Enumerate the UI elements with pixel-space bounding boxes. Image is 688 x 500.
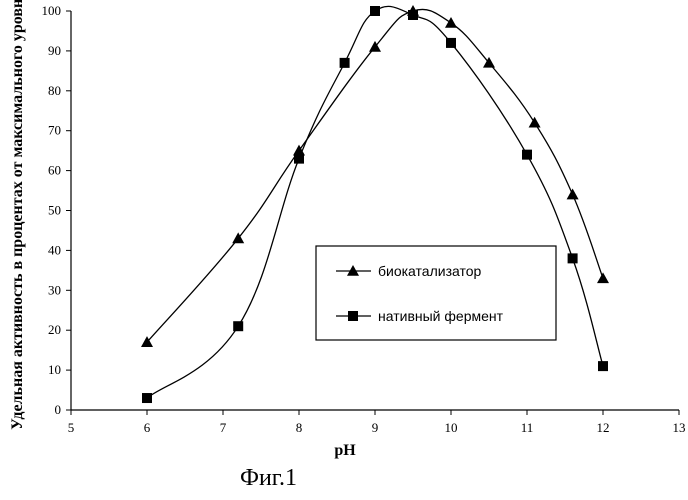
x-tick-label: 13	[673, 420, 686, 435]
x-tick-label: 5	[68, 420, 75, 435]
y-tick-label: 80	[48, 83, 61, 98]
x-axis-title: pH	[334, 442, 356, 459]
y-tick-label: 10	[48, 362, 61, 377]
x-tick-label: 10	[445, 420, 458, 435]
series-1-point	[567, 189, 579, 200]
figure-caption: Фиг.1	[240, 465, 297, 491]
series-2-point	[598, 361, 608, 371]
series-1-point	[597, 272, 609, 283]
x-tick-label: 9	[372, 420, 379, 435]
series-2-point	[568, 253, 578, 263]
y-tick-label: 0	[55, 402, 62, 417]
x-tick-label: 12	[597, 420, 610, 435]
series-2	[142, 6, 608, 403]
y-tick-label: 40	[48, 242, 61, 257]
series-2-point	[446, 38, 456, 48]
series-layer	[141, 5, 609, 403]
x-tick-label: 11	[521, 420, 534, 435]
series-2-point	[294, 154, 304, 164]
legend: биокатализатор нативный фермент	[316, 246, 556, 340]
series-2-point	[142, 393, 152, 403]
y-tick-label: 70	[48, 123, 61, 138]
axes: 5 6 7 8 9 10 11 12 13 0 10 20 30 40 50 60 70 80 90 100	[42, 3, 686, 435]
y-tick-label: 50	[48, 203, 61, 218]
series-2-point	[370, 6, 380, 16]
x-tick-label: 8	[296, 420, 303, 435]
y-axis-title: Удельная активность в процентах от макси…	[9, 0, 26, 430]
legend-entry-label: нативный фермент	[378, 308, 504, 324]
series-1-point	[445, 17, 457, 28]
y-tick-label: 60	[48, 163, 61, 178]
series-2-point	[408, 10, 418, 20]
y-tick-label: 20	[48, 322, 61, 337]
x-tick-label: 7	[220, 420, 227, 435]
series-1-point	[529, 117, 541, 128]
y-tick-label: 90	[48, 43, 61, 58]
legend-box	[316, 246, 556, 340]
series-2-point	[522, 150, 532, 160]
legend-entry-label: биокатализатор	[378, 263, 482, 279]
series-2-point	[233, 321, 243, 331]
series-2-point	[340, 58, 350, 68]
y-tick-label: 100	[42, 3, 62, 18]
x-tick-label: 6	[144, 420, 151, 435]
legend-swatch-marker	[348, 311, 358, 321]
y-tick-label: 30	[48, 282, 61, 297]
